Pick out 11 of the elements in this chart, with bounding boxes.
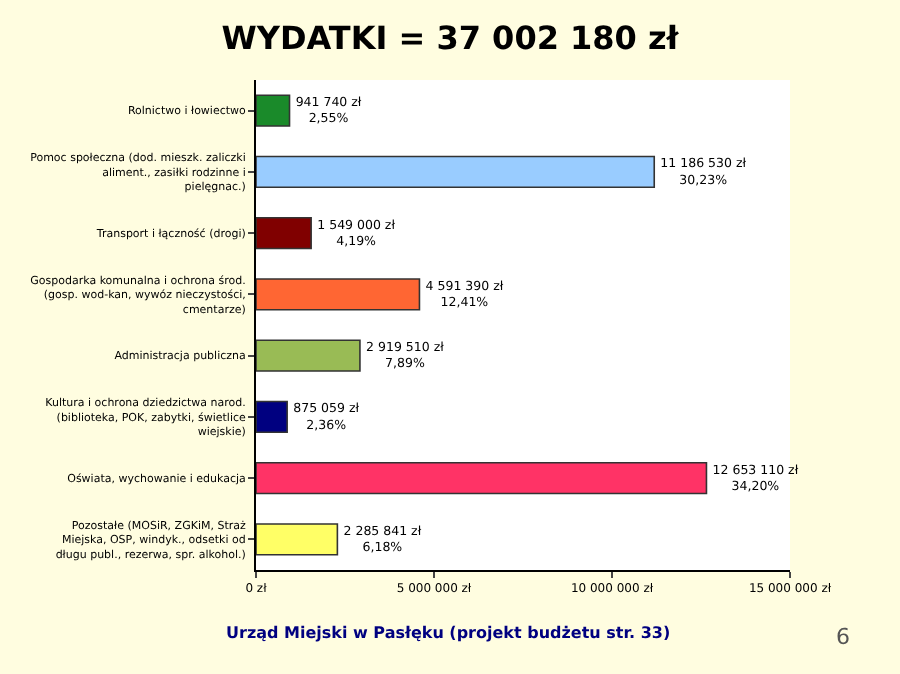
bar xyxy=(256,278,421,311)
bar xyxy=(256,462,708,495)
bar xyxy=(256,217,312,250)
chart-title: WYDATKI = 37 002 180 zł xyxy=(221,19,681,58)
bar xyxy=(256,523,339,556)
bar xyxy=(256,155,656,188)
text: 6 xyxy=(836,624,850,650)
bar xyxy=(256,94,291,127)
bar xyxy=(256,339,361,372)
bar xyxy=(256,400,288,433)
text: Urząd Miejski w Pasłęku (projekt budżetu str. 33) xyxy=(226,624,671,642)
